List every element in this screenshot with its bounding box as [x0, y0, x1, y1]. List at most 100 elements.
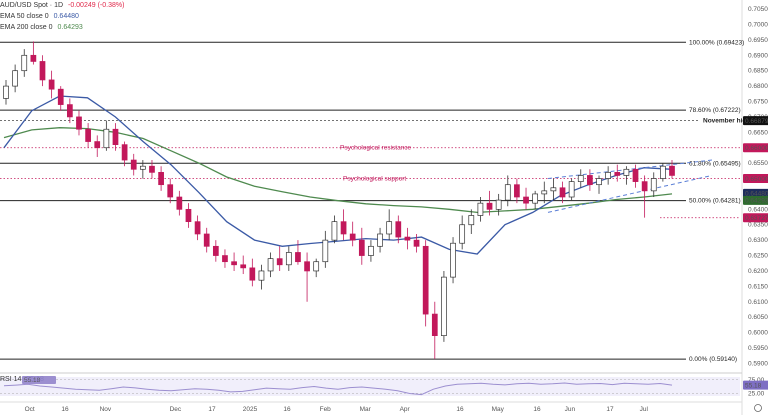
candle [249, 258, 256, 287]
candle-body [422, 245, 429, 315]
candle [149, 160, 155, 179]
candle [349, 221, 356, 247]
support-badge: 0.65000 [745, 176, 768, 183]
candle-body [285, 252, 292, 266]
candle [514, 178, 520, 204]
candle-body [212, 245, 219, 256]
candle [331, 215, 338, 244]
candle [641, 175, 648, 218]
candle [559, 181, 566, 204]
candle-body [67, 104, 73, 118]
ema50-value: 0.64480 [53, 13, 79, 20]
channel-lower-trendline [547, 174, 713, 213]
candle-body [149, 165, 155, 173]
psychological-resistance-label: Psychological resistance [340, 145, 412, 152]
candle-body [121, 144, 128, 161]
x-tick-label: Dec [170, 406, 182, 413]
candle-body [650, 178, 657, 192]
x-tick-label: 17 [606, 406, 614, 413]
candle-body [276, 258, 283, 266]
candle-body [30, 54, 37, 62]
candle [614, 164, 621, 182]
resistance-badge-bg [743, 143, 768, 153]
candle [477, 197, 484, 222]
x-tick-label: Mar [360, 406, 372, 413]
candle [632, 164, 639, 188]
rsi-badge: 55.18 [745, 382, 762, 389]
candle [267, 252, 274, 278]
ema200-badge: 0.64293 [745, 198, 768, 205]
candle-body [386, 221, 393, 235]
x-tick-label: May [492, 406, 505, 413]
candle-body [340, 221, 347, 235]
candle [650, 172, 657, 198]
candle [21, 49, 28, 77]
candle [605, 166, 611, 185]
candle-body [486, 202, 493, 210]
candle-body [441, 276, 447, 337]
candle-body [468, 215, 475, 226]
candle [422, 240, 429, 327]
candle-body [258, 270, 265, 281]
candle [495, 193, 502, 216]
candle [358, 227, 365, 265]
candle-body [523, 196, 529, 204]
candle [587, 169, 593, 191]
support-badge-bg [743, 174, 768, 184]
candle [167, 178, 174, 204]
rsi-value-badge: 55.18 [24, 377, 41, 384]
candle [669, 160, 675, 179]
candle [550, 178, 557, 201]
candle-body [632, 168, 639, 182]
candle-body [295, 252, 301, 263]
candle [194, 215, 201, 241]
ema50-label: EMA 50 close 0 [0, 13, 49, 20]
candle-body [450, 242, 456, 278]
candle [39, 55, 46, 87]
x-tick-label: Jun [565, 406, 576, 413]
candle [660, 163, 666, 182]
symbol-label: AUD/USD Spot · 1D [0, 2, 64, 9]
x-tick-label: 16 [533, 406, 541, 413]
candle-body [623, 168, 630, 176]
candle-body [203, 233, 210, 247]
candle-body [240, 264, 247, 269]
candle [185, 203, 192, 228]
candle-body [587, 175, 593, 186]
candle [130, 153, 137, 176]
x-tick-label: 16 [456, 406, 464, 413]
candle-body [3, 85, 9, 99]
candle [523, 187, 529, 210]
november-high-badge: 0.66879 [745, 118, 768, 125]
ema50-line [3, 95, 673, 255]
rsi-line [3, 382, 673, 396]
candle [203, 227, 210, 253]
candle [568, 178, 575, 201]
candle-body [614, 172, 621, 176]
candle [276, 246, 283, 271]
candle-body [477, 202, 484, 216]
candle [212, 240, 219, 262]
fib-level-label: 78.60% (0.67222) [689, 107, 741, 114]
ema50-badge-bg [743, 188, 768, 198]
x-tick-label: 16 [283, 406, 291, 413]
settings-gear-icon [754, 404, 762, 412]
candle-body [231, 261, 237, 266]
candle-body [139, 165, 146, 170]
candle-body [459, 224, 466, 244]
candle [413, 233, 420, 253]
candle-body [377, 233, 383, 247]
fib-level-label: 0.00% (0.59140) [689, 356, 737, 363]
candle [368, 240, 374, 262]
candle [504, 175, 511, 207]
candle-body [222, 255, 228, 263]
candle [541, 181, 548, 204]
